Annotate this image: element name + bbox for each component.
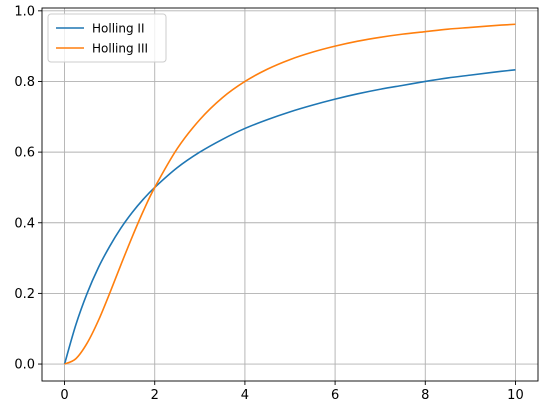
y-tick-label: 0.8 <box>14 75 35 90</box>
axes-frame <box>41 7 539 382</box>
x-tick-label: 2 <box>151 388 159 403</box>
x-axis-ticks: 0 2 4 6 8 10 <box>60 381 524 403</box>
y-tick-label: 1.0 <box>14 4 35 19</box>
y-tick-label: 0.6 <box>14 146 35 161</box>
legend: Holling II Holling III <box>47 13 167 63</box>
x-tick-label: 4 <box>241 388 249 403</box>
legend-label-holling-iii: Holling III <box>92 42 148 56</box>
series-line-holling-iii <box>64 23 516 365</box>
x-tick-label: 10 <box>507 388 524 403</box>
series-line-holling-ii <box>63 69 516 365</box>
y-tick-label: 0.4 <box>14 216 35 231</box>
legend-box <box>47 13 167 63</box>
y-tick-label: 0.0 <box>14 358 35 373</box>
x-tick-label: 8 <box>421 388 429 403</box>
x-tick-label: 6 <box>331 388 339 403</box>
x-tick-label: 0 <box>60 388 68 403</box>
legend-label-holling-ii: Holling II <box>92 22 144 36</box>
y-axis-ticks: 0.0 0.2 0.4 0.6 0.8 1.0 <box>14 4 42 373</box>
grid <box>42 8 538 381</box>
y-tick-label: 0.2 <box>14 287 35 302</box>
series-lines <box>63 23 516 365</box>
